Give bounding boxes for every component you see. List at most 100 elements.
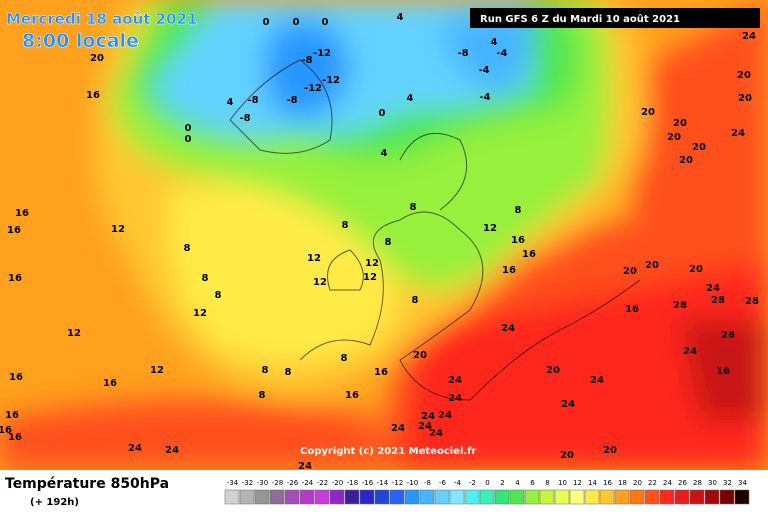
contour-label: 24 (590, 375, 604, 386)
contour-label: 24 (742, 31, 756, 42)
contour-label: 16 (625, 304, 639, 315)
contour-label: 16 (511, 235, 525, 246)
contour-label: 20 (738, 93, 752, 104)
contour-label: 8 (285, 367, 292, 378)
legend-tick-label: 32 (723, 479, 732, 487)
legend-swatch (314, 489, 330, 505)
contour-label: 16 (716, 366, 730, 377)
legend-swatch (644, 489, 660, 505)
legend-swatch (704, 489, 720, 505)
contour-label: 20 (641, 107, 655, 118)
legend-tick-label: 24 (663, 479, 672, 487)
contour-label: -8 (239, 113, 250, 124)
legend-swatch (584, 489, 600, 505)
legend-swatch (284, 489, 300, 505)
contour-label: 8 (341, 353, 348, 364)
temperature-field (0, 0, 768, 470)
contour-label: 8 (215, 290, 222, 301)
legend-swatch (569, 489, 585, 505)
contour-label: 16 (5, 410, 19, 421)
contour-label: 12 (313, 277, 327, 288)
legend-tick-label: 6 (530, 479, 535, 487)
contour-label: 24 (731, 128, 745, 139)
legend-swatch (329, 489, 345, 505)
legend-swatch (719, 489, 735, 505)
legend-tick-label: -10 (407, 479, 418, 487)
contour-label: 8 (412, 295, 419, 306)
contour-label: 0 (293, 17, 300, 28)
contour-label: 24 (429, 428, 443, 439)
contour-label: 24 (448, 375, 462, 386)
legend-tick-label: 28 (693, 479, 702, 487)
legend-swatch (614, 489, 630, 505)
contour-label: 16 (522, 249, 536, 260)
contour-label: 20 (689, 264, 703, 275)
legend-swatch (479, 489, 495, 505)
contour-label: 20 (90, 53, 104, 64)
legend-tick-label: -32 (242, 479, 253, 487)
contour-label: 16 (7, 225, 21, 236)
legend-swatch (344, 489, 360, 505)
contour-label: 20 (603, 445, 617, 456)
legend-tick-label: 2 (500, 479, 504, 487)
legend-tick-label: 0 (485, 479, 489, 487)
contour-label: 8 (385, 237, 392, 248)
legend-swatch (689, 489, 705, 505)
contour-label: 16 (15, 208, 29, 219)
legend-swatch (449, 489, 465, 505)
copyright: Copyright (c) 2021 Meteociel.fr (300, 446, 477, 457)
legend-swatch (419, 489, 435, 505)
legend-swatch (254, 489, 270, 505)
contour-label: 20 (679, 155, 693, 166)
legend-tick-label: -4 (454, 479, 462, 487)
legend-tick-label: -22 (317, 479, 328, 487)
contour-label: 12 (365, 258, 379, 269)
legend-tick-label: -6 (439, 479, 447, 487)
legend-tick-label: -16 (362, 479, 374, 487)
contour-label: 12 (363, 272, 377, 283)
legend-swatch (494, 489, 510, 505)
legend-swatch (509, 489, 525, 505)
contour-label: 8 (342, 220, 349, 231)
contour-label: 12 (67, 328, 81, 339)
contour-label: 12 (307, 253, 321, 264)
contour-label: 4 (407, 93, 414, 104)
contour-label: 16 (9, 372, 23, 383)
legend-swatch (539, 489, 555, 505)
contour-label: -4 (479, 92, 490, 103)
contour-label: 8 (410, 202, 417, 213)
legend-swatch (374, 489, 390, 505)
contour-label: 20 (623, 266, 637, 277)
contour-label: -4 (478, 65, 489, 76)
contour-label: -12 (304, 83, 322, 94)
contour-label: 24 (298, 461, 312, 472)
contour-label: 16 (8, 273, 22, 284)
legend-swatch (224, 489, 240, 505)
contour-label: 8 (515, 205, 522, 216)
legend-swatch (269, 489, 285, 505)
legend-tick-label: 20 (633, 479, 642, 487)
contour-label: -8 (301, 55, 312, 66)
contour-label: 20 (413, 350, 427, 361)
legend-tick-label: 18 (618, 479, 627, 487)
contour-label: 0 (322, 17, 329, 28)
contour-label: 16 (502, 265, 516, 276)
legend-swatch (659, 489, 675, 505)
legend-swatch (404, 489, 420, 505)
contour-label: 4 (491, 37, 498, 48)
legend-tick-label: -34 (227, 479, 239, 487)
legend-tick-label: 4 (515, 479, 520, 487)
contour-label: 8 (259, 390, 266, 401)
contour-label: 24 (448, 393, 462, 404)
legend-tick-label: -26 (287, 479, 299, 487)
contour-label: -12 (313, 48, 331, 59)
contour-label: 16 (0, 425, 12, 436)
legend-tick-label: -24 (302, 479, 314, 487)
contour-label: -4 (496, 48, 507, 59)
legend-swatch (599, 489, 615, 505)
legend-swatch (629, 489, 645, 505)
legend-swatch (464, 489, 480, 505)
contour-label: 16 (103, 378, 117, 389)
contour-label: 24 (683, 346, 697, 357)
